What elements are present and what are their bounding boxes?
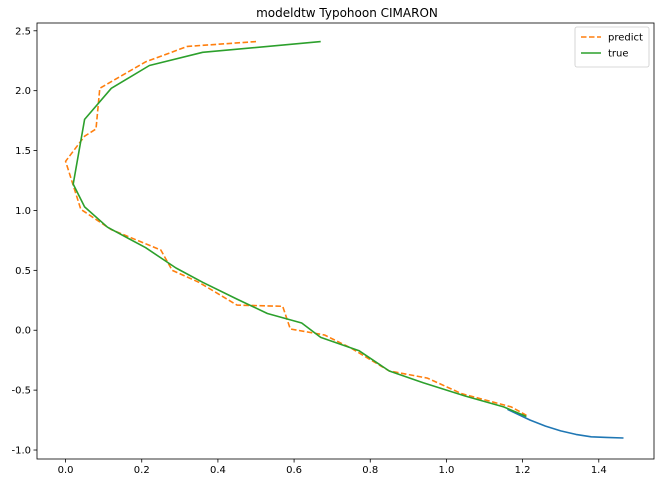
series-line-predict [64,40,527,417]
y-tick-label: 1.5 [15,146,31,157]
x-tick-label: 0.2 [134,465,150,476]
series-line-series-0 [507,408,624,439]
y-tick-label: 0.5 [15,266,31,277]
x-tick-label: 1.4 [591,465,607,476]
x-tick-label: 0.0 [58,465,74,476]
y-tick-label: 2.5 [15,26,31,37]
axes: 0.0 0.2 0.4 0.6 0.8 1.0 1.2 1.4 -1.0 -0.5 0.0 0.5 1.… [11,22,655,476]
axes-frame [36,22,655,460]
legend-label-predict: predict [608,33,643,44]
chart-title: modeldtw Typohoon CIMARON [256,6,438,20]
y-tick-label: 2.0 [15,86,31,97]
x-tick-label: 1.0 [438,465,454,476]
x-tick-label: 0.4 [210,465,226,476]
legend: predict true [574,26,650,68]
x-tick-label: 0.6 [286,465,302,476]
legend-label-true: true [608,49,629,60]
x-tick-label: 1.2 [515,465,531,476]
y-tick-label: 1.0 [15,206,31,217]
y-tick-label: 0.0 [15,326,31,337]
y-tick-label: -1.0 [11,446,31,457]
y-tick-label: -0.5 [11,386,31,397]
series-line-true [72,40,527,418]
plot-area [64,40,624,439]
x-tick-label: 0.8 [362,465,378,476]
